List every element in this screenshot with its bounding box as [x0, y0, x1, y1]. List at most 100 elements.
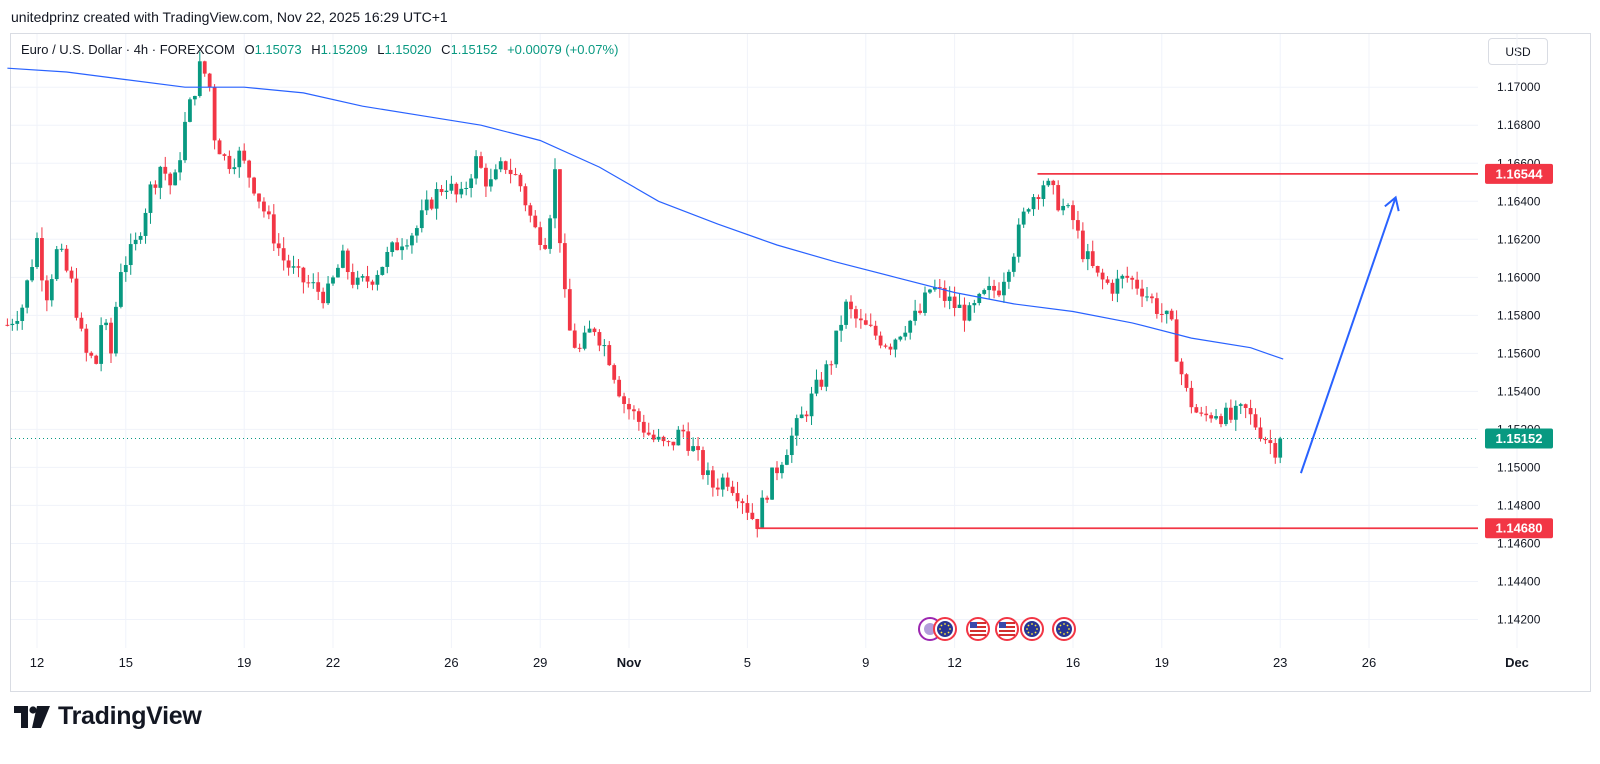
candle[interactable]	[311, 273, 316, 289]
candle[interactable]	[784, 449, 789, 466]
candle[interactable]	[1209, 412, 1214, 423]
candle[interactable]	[247, 159, 252, 188]
candle[interactable]	[918, 303, 922, 315]
candle[interactable]	[1145, 287, 1149, 302]
candle[interactable]	[686, 422, 691, 456]
candle[interactable]	[5, 318, 10, 327]
candle[interactable]	[148, 181, 153, 224]
candle[interactable]	[153, 180, 158, 195]
candle[interactable]	[932, 279, 937, 292]
candle[interactable]	[350, 263, 355, 289]
candle[interactable]	[474, 150, 478, 185]
candle[interactable]	[780, 461, 784, 479]
candle[interactable]	[503, 160, 508, 174]
candle[interactable]	[824, 360, 829, 392]
candle[interactable]	[804, 410, 809, 422]
candle[interactable]	[449, 175, 454, 194]
candle[interactable]	[360, 274, 365, 282]
candle[interactable]	[651, 429, 656, 443]
projection-arrow[interactable]	[1299, 197, 1397, 474]
candle[interactable]	[548, 214, 552, 254]
candle[interactable]	[454, 182, 459, 203]
candle[interactable]	[479, 151, 483, 169]
candle[interactable]	[59, 243, 64, 252]
candle[interactable]	[789, 427, 794, 463]
candle[interactable]	[1214, 409, 1218, 421]
candle[interactable]	[1258, 417, 1263, 442]
candle[interactable]	[745, 494, 750, 520]
candle[interactable]	[400, 238, 404, 260]
candle[interactable]	[661, 435, 666, 447]
candle[interactable]	[109, 317, 113, 364]
candle[interactable]	[868, 313, 873, 328]
candle[interactable]	[123, 256, 128, 282]
candle[interactable]	[252, 176, 256, 196]
candle[interactable]	[1159, 303, 1164, 323]
candle[interactable]	[928, 288, 932, 294]
candle[interactable]	[701, 446, 705, 480]
candle[interactable]	[952, 286, 957, 317]
candle[interactable]	[1061, 198, 1066, 216]
candle[interactable]	[227, 150, 232, 174]
candle[interactable]	[222, 153, 227, 161]
candle[interactable]	[656, 428, 661, 442]
candle[interactable]	[1051, 179, 1056, 195]
candle[interactable]	[1080, 222, 1085, 263]
candle[interactable]	[242, 143, 247, 164]
candle[interactable]	[40, 227, 44, 292]
candle[interactable]	[1238, 402, 1243, 414]
candle[interactable]	[10, 318, 15, 331]
candle[interactable]	[291, 255, 296, 274]
candle[interactable]	[676, 426, 681, 446]
candle[interactable]	[1273, 438, 1278, 464]
candle[interactable]	[390, 241, 395, 257]
candle[interactable]	[587, 320, 592, 333]
candle[interactable]	[1263, 436, 1268, 444]
candle[interactable]	[1233, 400, 1238, 431]
projection-arrow-head[interactable]	[1384, 195, 1400, 212]
candle[interactable]	[740, 498, 745, 514]
candle[interactable]	[715, 478, 720, 497]
candle[interactable]	[1105, 276, 1110, 285]
candle[interactable]	[720, 473, 725, 497]
candle[interactable]	[558, 169, 562, 253]
candle[interactable]	[434, 182, 439, 220]
candle[interactable]	[1224, 402, 1228, 427]
candle[interactable]	[469, 174, 474, 198]
candle[interactable]	[829, 360, 834, 375]
candle[interactable]	[706, 462, 710, 485]
currency-button[interactable]: USD	[1488, 38, 1548, 65]
candle[interactable]	[710, 465, 715, 497]
candle[interactable]	[1071, 200, 1075, 230]
candle[interactable]	[1026, 207, 1031, 214]
candle[interactable]	[1006, 269, 1011, 289]
candle[interactable]	[1016, 218, 1021, 263]
candle[interactable]	[1076, 211, 1080, 239]
eu-flag-icon[interactable]	[1020, 617, 1044, 641]
candle[interactable]	[809, 386, 814, 426]
candle[interactable]	[641, 414, 646, 438]
candle[interactable]	[64, 245, 69, 273]
candle[interactable]	[321, 287, 326, 309]
candle[interactable]	[336, 264, 340, 278]
candle[interactable]	[992, 279, 996, 299]
eu-flag-icon[interactable]	[1052, 617, 1076, 641]
candle[interactable]	[582, 325, 587, 351]
candle[interactable]	[355, 270, 360, 290]
candle[interactable]	[143, 208, 148, 244]
candle[interactable]	[735, 481, 740, 509]
candle[interactable]	[518, 173, 523, 192]
candle[interactable]	[1268, 429, 1273, 455]
candle[interactable]	[878, 331, 883, 349]
candle[interactable]	[306, 274, 311, 288]
candle[interactable]	[1179, 358, 1184, 386]
candle[interactable]	[1041, 180, 1046, 207]
candle[interactable]	[488, 168, 493, 192]
candle[interactable]	[538, 221, 543, 251]
candle[interactable]	[1164, 310, 1169, 324]
candle[interactable]	[188, 97, 192, 123]
candle[interactable]	[424, 190, 429, 216]
candle[interactable]	[799, 406, 804, 419]
candle[interactable]	[202, 60, 207, 77]
candle[interactable]	[636, 408, 641, 431]
